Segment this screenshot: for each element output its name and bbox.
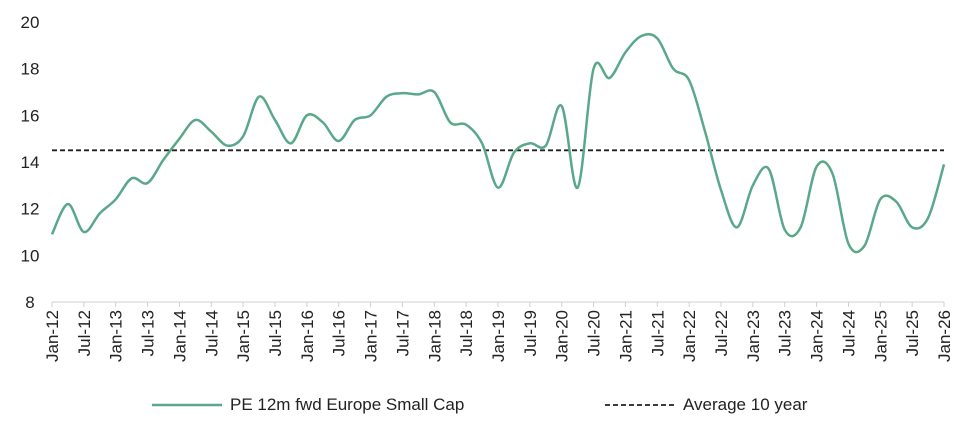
x-tick-label: Jan-25 — [871, 310, 890, 362]
x-tick-label: Jul-12 — [75, 310, 94, 356]
x-tick-label: Jan-15 — [234, 310, 253, 362]
x-tick-label: Jul-23 — [776, 310, 795, 356]
y-tick-label: 10 — [21, 246, 40, 265]
x-tick-label: Jul-19 — [521, 310, 540, 356]
x-tick-label: Jan-23 — [744, 310, 763, 362]
x-tick-label: Jan-22 — [680, 310, 699, 362]
x-tick-label: Jan-17 — [362, 310, 381, 362]
y-tick-label: 8 — [25, 293, 34, 312]
x-tick-label: Jan-20 — [553, 310, 572, 362]
x-tick-label: Jul-17 — [393, 310, 412, 356]
x-tick-label: Jul-14 — [202, 310, 221, 356]
x-tick-label: Jan-24 — [808, 310, 827, 362]
series-line — [50, 33, 946, 254]
x-tick-label: Jan-18 — [425, 310, 444, 362]
x-tick-label: Jul-13 — [139, 310, 158, 356]
x-tick-label: Jan-21 — [616, 310, 635, 362]
x-tick-label: Jul-18 — [457, 310, 476, 356]
x-tick-label: Jul-22 — [712, 310, 731, 356]
legend-label: Average 10 year — [683, 395, 808, 414]
x-tick-label: Jul-15 — [266, 310, 285, 356]
y-tick-label: 20 — [21, 13, 40, 32]
x-tick-label: Jan-16 — [298, 310, 317, 362]
x-tick-label: Jul-16 — [330, 310, 349, 356]
x-tick-label: Jul-25 — [903, 310, 922, 356]
y-tick-label: 18 — [21, 60, 40, 79]
legend-label: PE 12m fwd Europe Small Cap — [230, 395, 464, 414]
y-tick-label: 14 — [21, 153, 40, 172]
x-tick-label: Jul-20 — [585, 310, 604, 356]
x-tick-label: Jan-26 — [935, 310, 954, 362]
x-tick-label: Jul-24 — [839, 310, 858, 356]
x-tick-label: Jan-14 — [170, 310, 189, 362]
x-tick-label: Jan-13 — [107, 310, 126, 362]
y-tick-label: 12 — [21, 200, 40, 219]
y-tick-label: 16 — [21, 106, 40, 125]
x-tick-label: Jan-12 — [43, 310, 62, 362]
x-tick-label: Jul-21 — [648, 310, 667, 356]
x-tick-label: Jan-19 — [489, 310, 508, 362]
